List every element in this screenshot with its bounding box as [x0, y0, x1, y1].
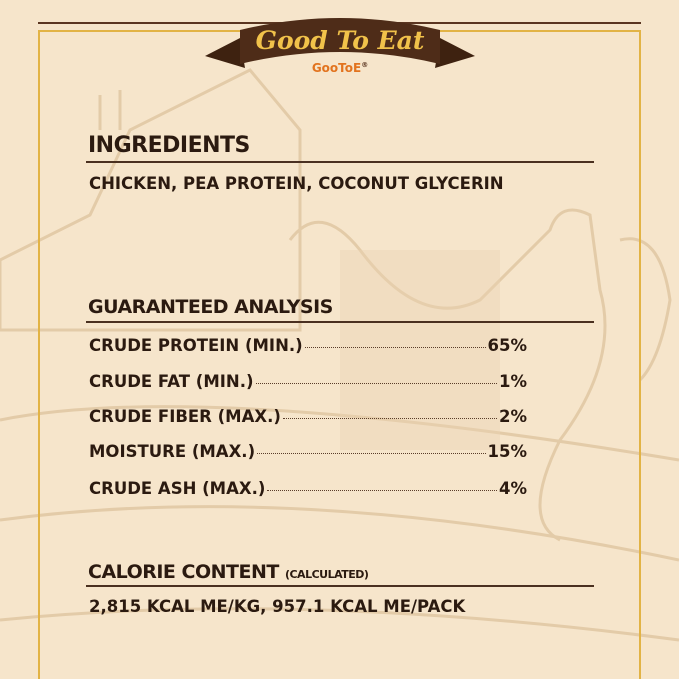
ingredients-text: CHICKEN, PEA PROTEIN, COCONUT GLYCERIN [89, 174, 504, 193]
analysis-row: CRUDE ASH (MAX.) 4% [89, 479, 527, 498]
analysis-row: CRUDE FIBER (MAX.) 2% [89, 407, 527, 426]
ribbon-banner-icon [205, 18, 475, 68]
ingredients-title: INGREDIENTS [88, 133, 250, 158]
left-border [38, 30, 40, 679]
analysis-row: CRUDE FAT (MIN.) 1% [89, 372, 527, 391]
calorie-note: (CALCULATED) [284, 568, 369, 581]
analysis-row: MOISTURE (MAX.) 15% [89, 442, 527, 461]
divider [86, 321, 594, 323]
analysis-title: GUARANTEED ANALYSIS [88, 296, 333, 318]
analysis-row: CRUDE PROTEIN (MIN.) 65% [89, 336, 527, 355]
divider [86, 161, 594, 163]
calorie-text: 2,815 KCAL ME/KG, 957.1 KCAL ME/PACK [89, 597, 466, 616]
calorie-title: CALORIE CONTENT (CALCULATED) [88, 561, 369, 583]
banner-title: Good To Eat [255, 26, 425, 55]
right-border [639, 30, 641, 679]
brand-logo: GooToE® [311, 61, 369, 75]
divider [86, 585, 594, 587]
